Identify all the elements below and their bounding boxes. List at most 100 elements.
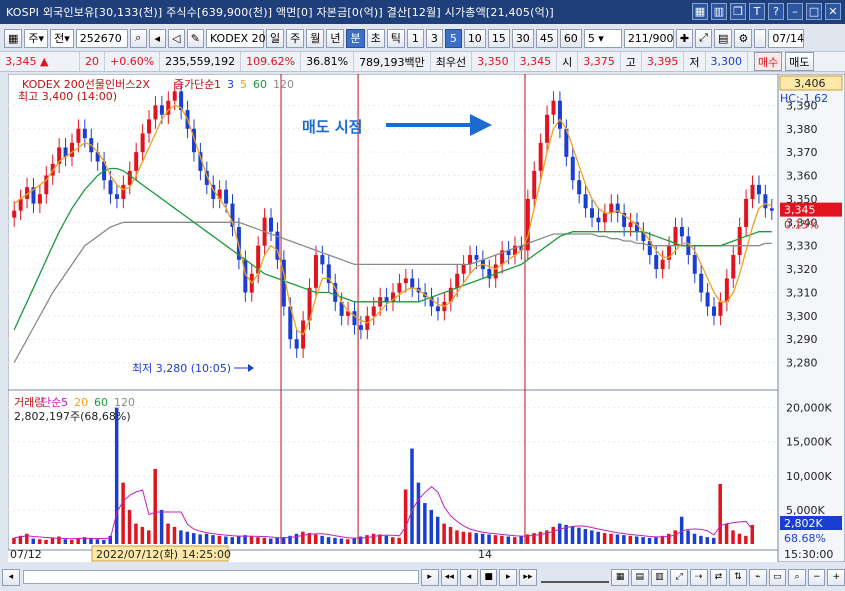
tool2-icon[interactable]: ⇢	[689, 568, 708, 586]
scroll-right-icon[interactable]: ▸	[420, 568, 439, 586]
layout2-icon[interactable]: ▤	[630, 568, 649, 586]
edit-icon[interactable]: ✎	[186, 28, 204, 48]
sell-button[interactable]: 매도	[785, 52, 814, 71]
period-month[interactable]: 월	[306, 28, 325, 48]
fast-forward-icon[interactable]: ▸▸	[519, 568, 537, 586]
volume-bar	[461, 531, 466, 544]
scroll-track[interactable]	[22, 570, 419, 584]
period-year[interactable]: 년	[326, 28, 345, 48]
zoom-in-icon[interactable]: +	[827, 568, 845, 586]
minute-60[interactable]: 60	[559, 28, 582, 48]
grid-toggle-icon[interactable]: ▦	[4, 28, 23, 48]
price-tick-label: 3,370	[786, 146, 818, 159]
volume-bar	[191, 533, 196, 544]
volume-bar	[480, 533, 485, 544]
save-icon[interactable]: ▤	[714, 28, 733, 48]
candle-body	[551, 100, 556, 115]
settings-gear-icon[interactable]: ⚙	[734, 28, 753, 48]
font-icon[interactable]: T	[749, 3, 765, 20]
help-icon[interactable]: ?	[768, 3, 784, 20]
candle-body	[641, 231, 646, 242]
zoom-slider[interactable]	[540, 571, 610, 583]
zoom-out-icon[interactable]: −	[807, 568, 826, 586]
rewind-icon[interactable]: ◂◂	[440, 568, 459, 586]
stop-icon[interactable]: ■	[479, 568, 498, 586]
candle-body	[763, 194, 768, 209]
sound-icon[interactable]: ◁	[167, 28, 185, 48]
play-back-icon[interactable]: ◂	[460, 568, 478, 586]
volume-bar	[294, 533, 299, 544]
y-axis-panel	[777, 74, 845, 562]
minute-3[interactable]: 3	[425, 28, 443, 48]
candle-body	[25, 187, 30, 199]
date-checkbox[interactable]	[754, 28, 767, 48]
minute-10[interactable]: 10	[463, 28, 486, 48]
period-day[interactable]: 일	[265, 28, 285, 48]
candle-body	[397, 283, 402, 293]
volume-bar	[114, 407, 119, 544]
maximize-icon[interactable]: □	[806, 3, 822, 20]
range-field[interactable]: 211/900	[623, 28, 674, 48]
search-icon[interactable]: ⌕	[129, 28, 147, 48]
period-week[interactable]: 주	[286, 28, 305, 48]
volume-bar	[288, 535, 292, 544]
restore-icon[interactable]: ❐	[730, 3, 746, 20]
minimize-icon[interactable]: –	[787, 3, 803, 20]
minute-5[interactable]: 5	[444, 28, 462, 48]
close-icon[interactable]: ✕	[825, 3, 841, 20]
play-icon[interactable]: ▸	[499, 568, 518, 586]
draw-icon[interactable]: ⤢	[695, 28, 713, 48]
tool3-icon[interactable]: ⇄	[709, 568, 728, 586]
volume-bar	[352, 537, 356, 544]
candle-body	[615, 203, 620, 213]
volume-legend-item: 20	[74, 396, 88, 409]
minute-15[interactable]: 15	[487, 28, 510, 48]
chart-icon[interactable]: ▥	[711, 3, 727, 20]
buy-button[interactable]: 매수	[754, 52, 783, 71]
candle-body	[705, 292, 710, 307]
price-volume-chart[interactable]: 3,3903,3803,3703,3603,3503,3403,3303,320…	[8, 74, 845, 562]
scroll-left-icon[interactable]: ◂	[2, 568, 20, 586]
tool5-icon[interactable]: ⌁	[748, 568, 767, 586]
candle-body	[307, 287, 312, 321]
price-legend-item: 5	[240, 78, 247, 91]
crosshair-icon[interactable]: ✚	[675, 28, 694, 48]
tool1-icon[interactable]: ⤢	[670, 568, 688, 586]
count-select[interactable]: 5 ▾	[583, 28, 622, 48]
mode-select[interactable]: 전 ▾	[50, 28, 74, 48]
zoom-search-icon[interactable]: ⌕	[788, 568, 806, 586]
candle-body	[577, 180, 582, 195]
tool4-icon[interactable]: ⇅	[729, 568, 747, 586]
volume-last-tag-box	[780, 516, 842, 530]
code-input[interactable]: 252670	[75, 28, 128, 48]
candle-body	[744, 198, 749, 227]
period-tick[interactable]: 틱	[386, 28, 405, 48]
volume-bar	[583, 529, 588, 544]
candle-body	[198, 152, 203, 171]
volume-bar	[397, 537, 401, 544]
period-minute[interactable]: 분	[346, 28, 365, 48]
tool6-icon[interactable]: ▭	[768, 568, 787, 586]
candle-body	[179, 91, 184, 111]
date-input[interactable]: 07/14	[768, 28, 805, 48]
volume-bar	[660, 535, 665, 544]
current-change-tag: HC:-1.62	[780, 92, 828, 105]
candle-body	[358, 325, 363, 330]
volume-bar	[12, 537, 16, 544]
volume-bar	[410, 448, 414, 544]
volume-bar	[57, 536, 61, 544]
candle-body	[108, 180, 113, 195]
market-select[interactable]: 주 ▾	[24, 28, 49, 48]
minute-45[interactable]: 45	[535, 28, 558, 48]
minute-1[interactable]: 1	[406, 28, 424, 48]
chart-area[interactable]: 3,390 3,380 3,370 3,360 3,350 3,340 3,330 3,320…	[8, 74, 845, 562]
period-second[interactable]: 초	[366, 28, 385, 48]
grid-icon[interactable]: ▦	[692, 3, 708, 20]
candle-body	[596, 217, 601, 223]
layout3-icon[interactable]: ▥	[650, 568, 669, 586]
volume-bar	[82, 537, 87, 544]
minute-30[interactable]: 30	[511, 28, 534, 48]
volume-bar	[339, 538, 344, 544]
prev-icon[interactable]: ◂	[148, 28, 166, 48]
layout-icon[interactable]: ▦	[611, 568, 629, 586]
